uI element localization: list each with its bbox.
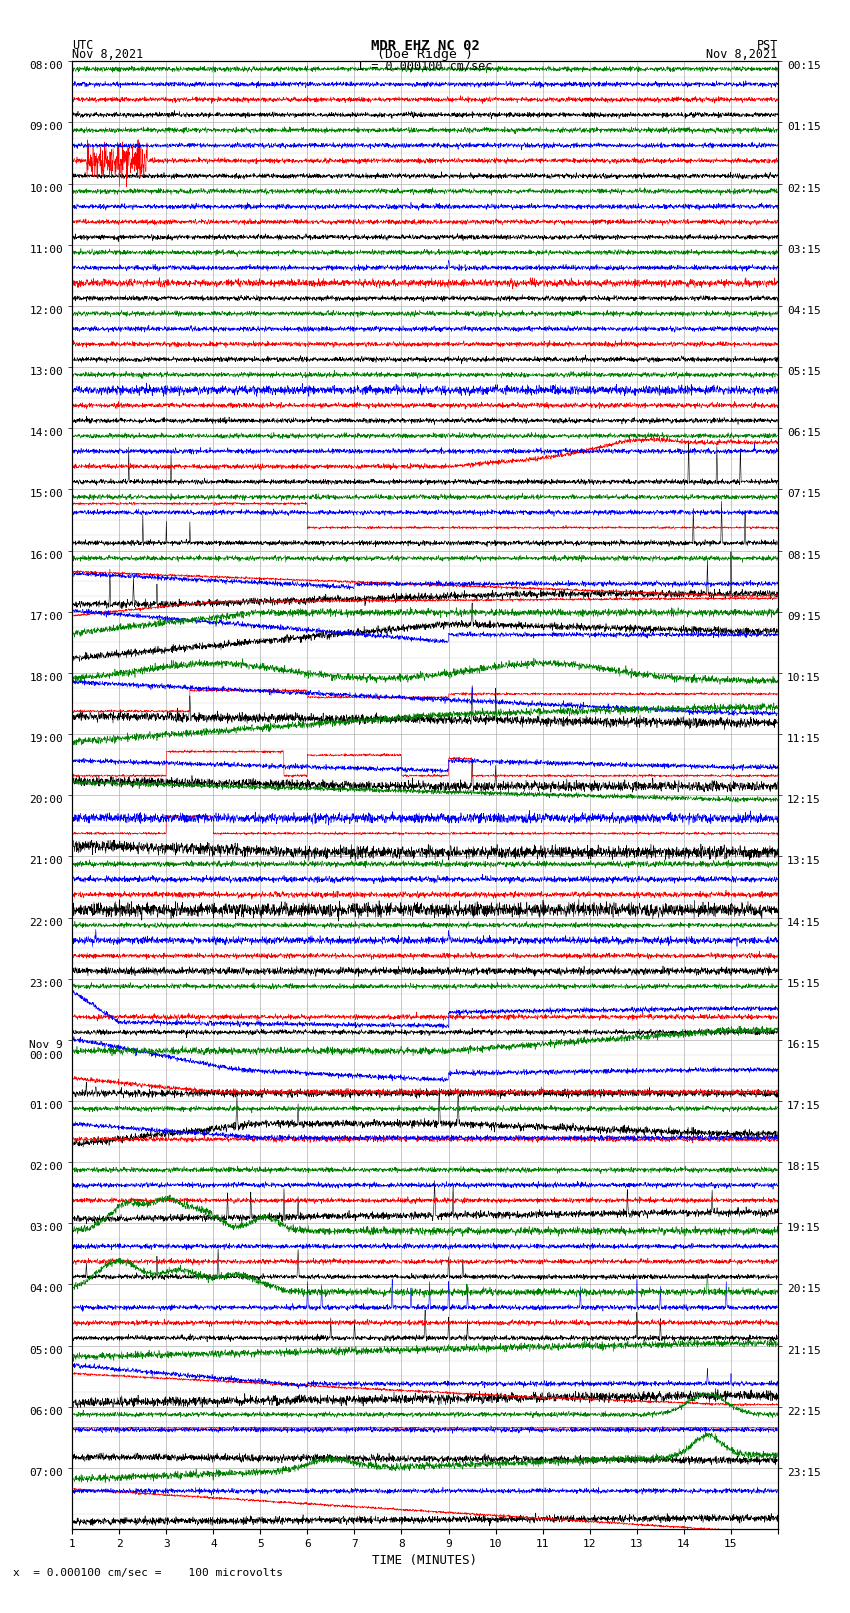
Text: Nov 8,2021: Nov 8,2021 <box>72 48 144 61</box>
Text: I = 0.000100 cm/sec: I = 0.000100 cm/sec <box>357 60 493 73</box>
Text: MDR EHZ NC 02: MDR EHZ NC 02 <box>371 39 479 53</box>
Text: PST: PST <box>756 39 778 52</box>
Text: UTC: UTC <box>72 39 94 52</box>
Text: (Doe Ridge ): (Doe Ridge ) <box>377 48 473 61</box>
Text: x  = 0.000100 cm/sec =    100 microvolts: x = 0.000100 cm/sec = 100 microvolts <box>13 1568 283 1578</box>
X-axis label: TIME (MINUTES): TIME (MINUTES) <box>372 1555 478 1568</box>
Text: Nov 8,2021: Nov 8,2021 <box>706 48 778 61</box>
